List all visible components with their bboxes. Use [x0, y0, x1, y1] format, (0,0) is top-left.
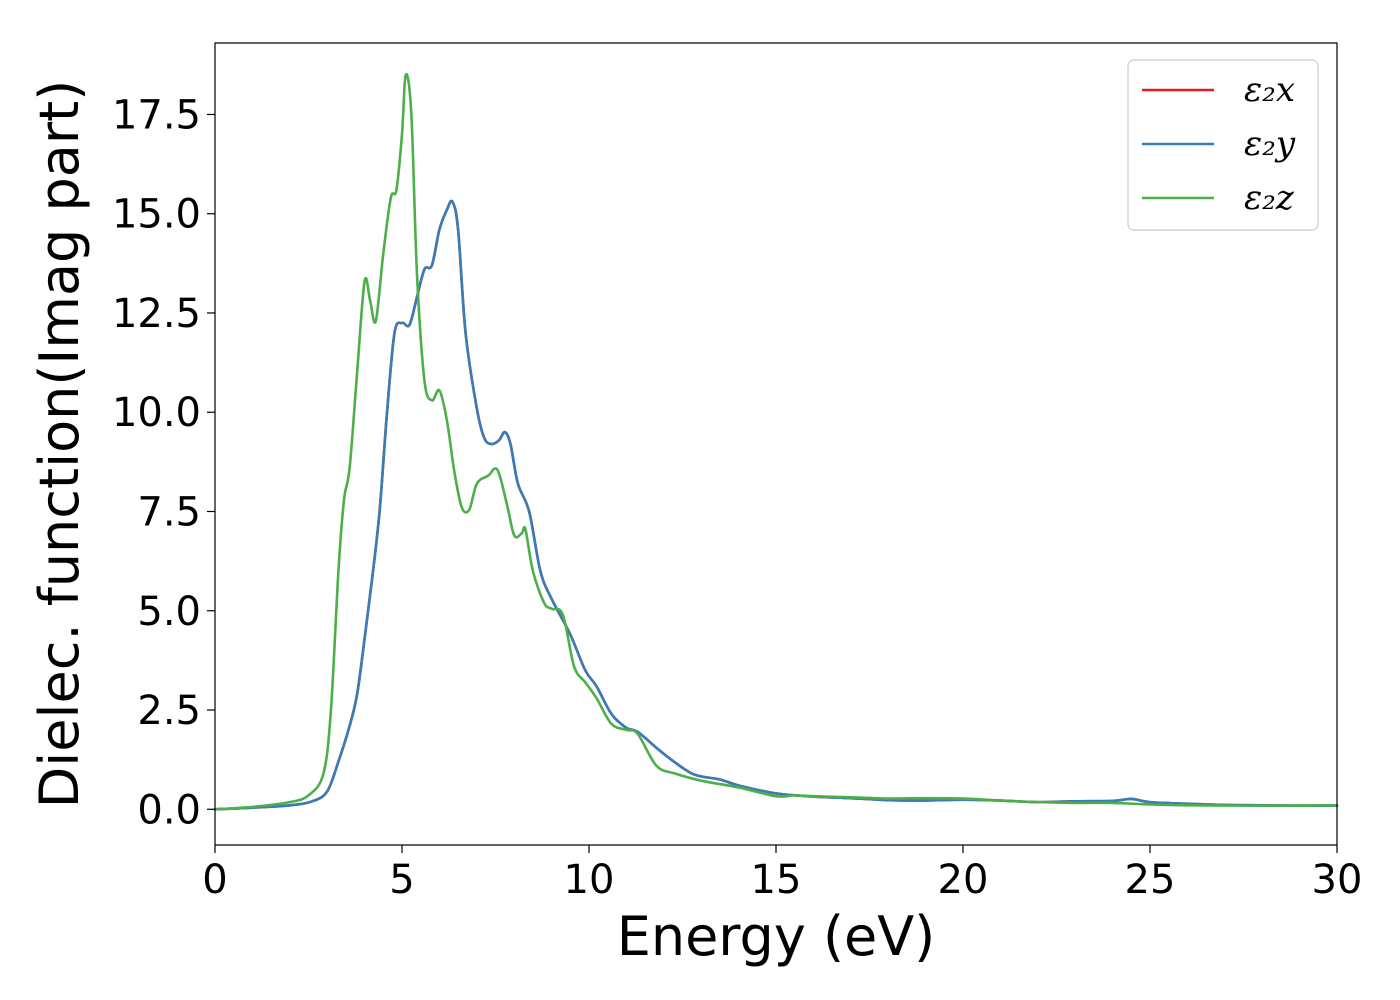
- legend: ε₂x ε₂y ε₂z: [1127, 59, 1319, 231]
- legend-label-2: ε₂z: [1244, 178, 1295, 218]
- y-tick-label: 2.5: [137, 688, 201, 734]
- series-layer: [213, 72, 1339, 811]
- y-tick-label: 12.5: [112, 291, 201, 337]
- x-axis-label: Energy (eV): [617, 905, 936, 968]
- x-tick-label: 20: [938, 857, 989, 903]
- x-axis-ticks: 0 5 10 15 20 25 30: [202, 845, 1362, 903]
- x-tick-label: 10: [564, 857, 615, 903]
- legend-box: [1127, 59, 1319, 231]
- x-tick-label: 25: [1125, 857, 1176, 903]
- x-tick-label: 0: [202, 857, 227, 903]
- series-line-2: [213, 72, 1339, 811]
- y-tick-label: 7.5: [137, 489, 201, 535]
- y-tick-label: 15.0: [112, 192, 201, 238]
- y-tick-label: 10.0: [112, 390, 201, 436]
- legend-label-0: ε₂x: [1244, 70, 1295, 110]
- y-axis-ticks: 0.0 2.5 5.0 7.5 10.0 12.5 15.0 17.5: [112, 92, 215, 833]
- x-tick-label: 5: [389, 857, 414, 903]
- y-tick-label: 5.0: [137, 589, 201, 635]
- y-tick-label: 17.5: [112, 92, 201, 138]
- x-tick-label: 30: [1312, 857, 1363, 903]
- y-tick-label: 0.0: [137, 787, 201, 833]
- x-tick-label: 15: [751, 857, 802, 903]
- y-axis-label: Dielec. function(Imag part): [28, 80, 91, 809]
- legend-label-1: ε₂y: [1244, 124, 1296, 164]
